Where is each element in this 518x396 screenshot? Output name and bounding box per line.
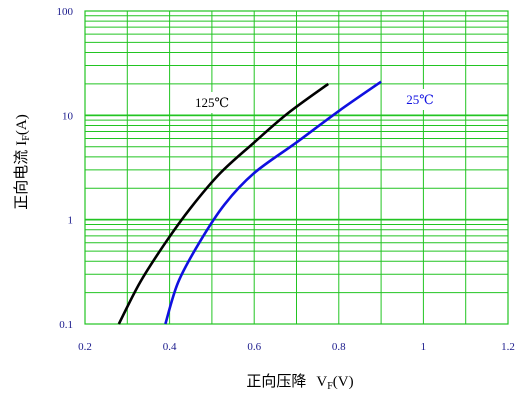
x-tick-labels: 0.2 0.4 0.6 0.8 1 1.2 <box>78 341 515 353</box>
series-line-1 <box>164 80 382 325</box>
y-tick-label: 100 <box>57 6 74 18</box>
x-tick-label: 0.2 <box>78 341 92 353</box>
series-label-25c: 25℃ <box>406 92 434 107</box>
y-tick-label: 0.1 <box>59 319 73 331</box>
series-line-0 <box>117 82 329 325</box>
x-axis-subscript: F <box>327 381 333 392</box>
plot-border <box>84 10 509 325</box>
grid-lines <box>85 11 508 324</box>
y-axis-unit: (A) <box>14 114 30 135</box>
y-axis-symbol: I <box>14 141 30 146</box>
x-axis-unit: (V) <box>333 374 354 390</box>
x-axis-title-text: 正向压降 <box>246 373 306 390</box>
x-tick-label: 1 <box>421 341 427 353</box>
series-group <box>117 80 382 325</box>
x-tick-label: 0.6 <box>247 341 261 353</box>
x-axis-title: 正向压降 VF(V) <box>246 373 353 392</box>
x-tick-label: 0.4 <box>163 341 177 353</box>
x-tick-label: 1.2 <box>501 341 515 353</box>
y-axis-title-text: 正向电流 <box>13 150 30 210</box>
x-axis-symbol: V <box>316 374 327 390</box>
y-tick-labels: 0.1 1 10 100 <box>57 6 74 331</box>
y-tick-label: 10 <box>62 110 74 122</box>
series-label-125c: 125℃ <box>195 95 229 110</box>
series-label-bg-25c <box>400 89 440 110</box>
series-labels: 125℃ 25℃ <box>189 89 440 113</box>
y-axis-subscript: F <box>21 135 32 141</box>
y-axis-title: 正向电流 IF(A) <box>13 114 32 209</box>
series-label-bg-125c <box>189 92 235 113</box>
y-tick-label: 1 <box>68 215 74 227</box>
x-tick-label: 0.8 <box>332 341 346 353</box>
